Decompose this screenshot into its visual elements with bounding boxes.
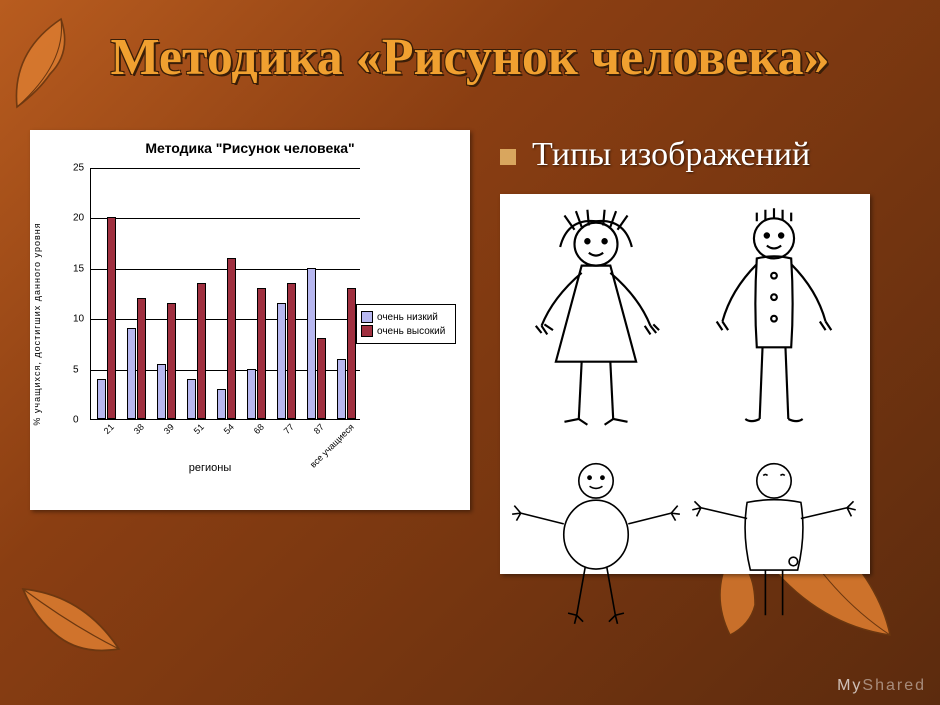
chart-panel: Методика "Рисунок человека" % учащихся, … [30,130,470,510]
bar-group [127,298,146,419]
y-tick-label: 15 [73,263,84,274]
bar [247,369,256,419]
bar [137,298,146,419]
x-tick-label: 51 [189,419,206,436]
figures-panel [500,194,870,574]
bullet-icon [500,149,516,165]
bar-group [307,268,326,419]
slide-body: Методика "Рисунок человека" % учащихся, … [30,130,910,574]
legend-swatch [361,311,373,323]
stick-figure-back [688,454,860,637]
y-tick-label: 0 [73,415,79,426]
legend-item: очень низкий [361,311,451,323]
watermark-suffix: Shared [862,677,926,694]
bar-group [217,258,236,419]
bar [217,389,226,419]
bar [97,379,106,419]
bar [157,364,166,419]
slide-root: Методика «Рисунок человека» Методика "Ри… [0,0,940,705]
y-tick-label: 5 [73,364,79,375]
x-tick-label: 87 [309,419,326,436]
watermark: MyShared [837,677,926,695]
x-tick-label: 39 [159,419,176,436]
bar [337,359,346,419]
chart-legend: очень низкий очень высокий [356,304,456,344]
bar [257,288,266,419]
bar-group [247,288,266,419]
legend-label: очень высокий [377,326,445,337]
y-axis-label: % учащихся, достигших данного уровня [33,222,43,425]
bar [187,379,196,419]
legend-item: очень высокий [361,325,451,337]
chart-title: Методика "Рисунок человека" [30,130,470,156]
y-tick-label: 25 [73,163,84,174]
bar [307,268,316,419]
x-tick-label: 54 [219,419,236,436]
x-axis-label: регионы [60,462,360,474]
bar [317,338,326,419]
bar [167,303,176,419]
bar [197,283,206,419]
legend-label: очень низкий [377,312,438,323]
bar-group [337,288,356,419]
y-tick-label: 20 [73,213,84,224]
subtitle-row: Типы изображений [500,136,910,174]
y-tick-label: 10 [73,314,84,325]
bar [287,283,296,419]
x-tick-label: 68 [249,419,266,436]
girl-detailed-drawing [510,204,682,448]
x-tick-label: 77 [279,419,296,436]
bar-group [97,217,116,419]
boy-detailed-drawing [688,204,860,448]
chart-body: % учащихся, достигших данного уровня 051… [60,168,460,480]
subtitle-text: Типы изображений [532,136,810,174]
right-column: Типы изображений [500,130,910,574]
x-tick-label: 38 [129,419,146,436]
grid-line [91,168,360,169]
bar-group [187,283,206,419]
bar [227,258,236,419]
bar-group [277,283,296,419]
leaf-decoration-bottom-left [6,577,136,697]
plot-area: 05101520252138395154687787все учащиеся [90,168,360,420]
legend-swatch [361,325,373,337]
bar [277,303,286,419]
bar-group [157,303,176,419]
bar [127,328,136,419]
stick-figure-front [510,454,682,637]
bar [347,288,356,419]
watermark-prefix: My [837,677,862,694]
bar [107,217,116,419]
slide-title: Методика «Рисунок человека» [0,28,940,87]
grid-line [91,218,360,219]
x-tick-label: 21 [99,419,116,436]
